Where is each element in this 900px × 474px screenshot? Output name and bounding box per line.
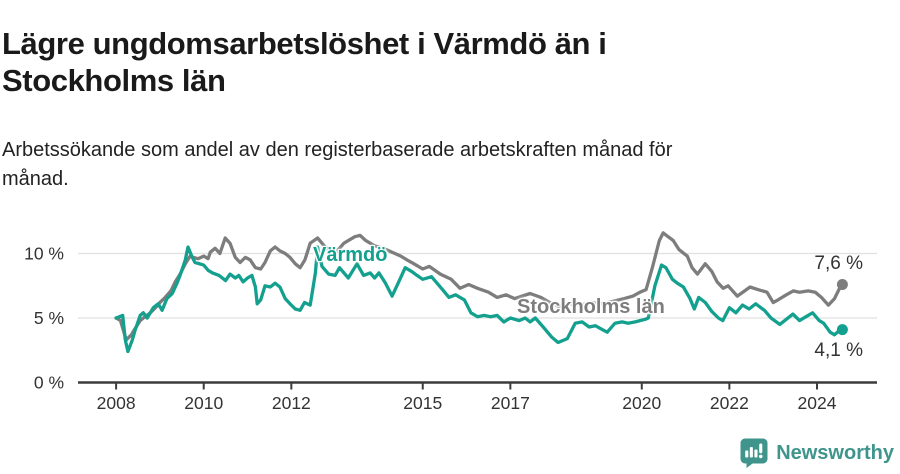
- series-end-dot-stockholms-lan: [836, 279, 848, 290]
- newsworthy-icon: [740, 438, 768, 468]
- chart-subtitle-line1: Arbetssökande som andel av den registerb…: [2, 139, 673, 161]
- x-tick-label: 2017: [491, 393, 530, 413]
- newsworthy-wordmark: Newsworthy: [776, 442, 894, 464]
- x-tick-label: 2012: [272, 393, 311, 413]
- chart-title-line2: Stockholms län: [2, 62, 226, 98]
- x-tick-label: 2015: [403, 393, 442, 413]
- y-tick-label: 5 %: [34, 308, 64, 328]
- series-end-dot-varmdo: [836, 324, 848, 336]
- chart-title-line1: Lägre ungdomsarbetslöshet i Värmdö än i: [2, 25, 607, 61]
- x-tick-label: 2008: [97, 393, 136, 413]
- x-tick-label: 2020: [622, 393, 661, 413]
- series-line-varmdo: [114, 245, 845, 354]
- x-tick-label: 2010: [184, 393, 223, 413]
- newsworthy-logo[interactable]: Newsworthy: [740, 438, 894, 468]
- series-label-varmdo: Värmdö: [313, 244, 388, 266]
- y-tick-label: 10 %: [24, 244, 64, 264]
- chart-subtitle: Arbetssökande som andel av den registerb…: [2, 136, 862, 194]
- chart-subtitle-line2: månad.: [2, 168, 69, 190]
- end-value-label-stockholms-lan: 7,6 %: [814, 253, 863, 274]
- x-tick-label: 2022: [710, 393, 749, 413]
- x-tick-label: 2024: [798, 393, 837, 413]
- end-value-label-varmdo: 4,1 %: [814, 340, 863, 361]
- series-label-stockholms-lan: Stockholms län: [517, 296, 665, 318]
- series-line-stockholms-lan: [114, 231, 845, 342]
- y-tick-label: 0 %: [34, 373, 64, 393]
